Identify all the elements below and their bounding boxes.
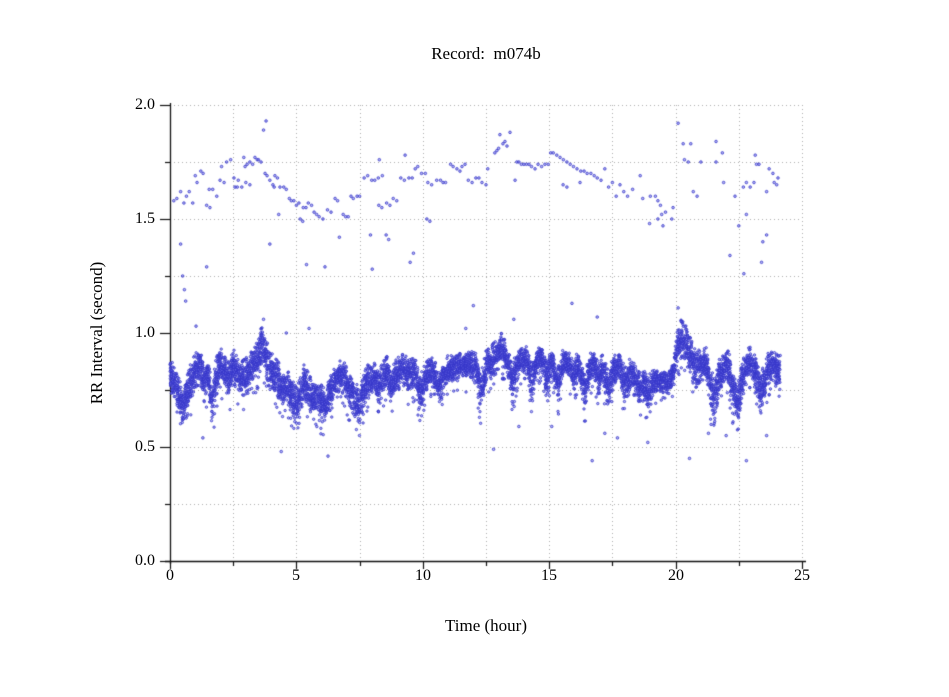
x-tick-label-5: 5 xyxy=(292,567,300,584)
x-tick-label-20: 20 xyxy=(668,567,684,584)
y-tick-label-2.0: 2.0 xyxy=(135,96,155,113)
chart-title: Record: m074b xyxy=(431,44,541,63)
y-tick-label-1.0: 1.0 xyxy=(135,324,155,341)
x-tick-label-10: 10 xyxy=(415,567,431,584)
y-tick-label-0.0: 0.0 xyxy=(135,552,155,569)
y-tick-label-1.5: 1.5 xyxy=(135,210,155,227)
y-tick-label-0.5: 0.5 xyxy=(135,438,155,455)
x-tick-label-0: 0 xyxy=(166,567,174,584)
x-tick-label-15: 15 xyxy=(541,567,557,584)
x-tick-label-25: 25 xyxy=(794,567,810,584)
x-axis-title: Time (hour) xyxy=(444,616,527,635)
